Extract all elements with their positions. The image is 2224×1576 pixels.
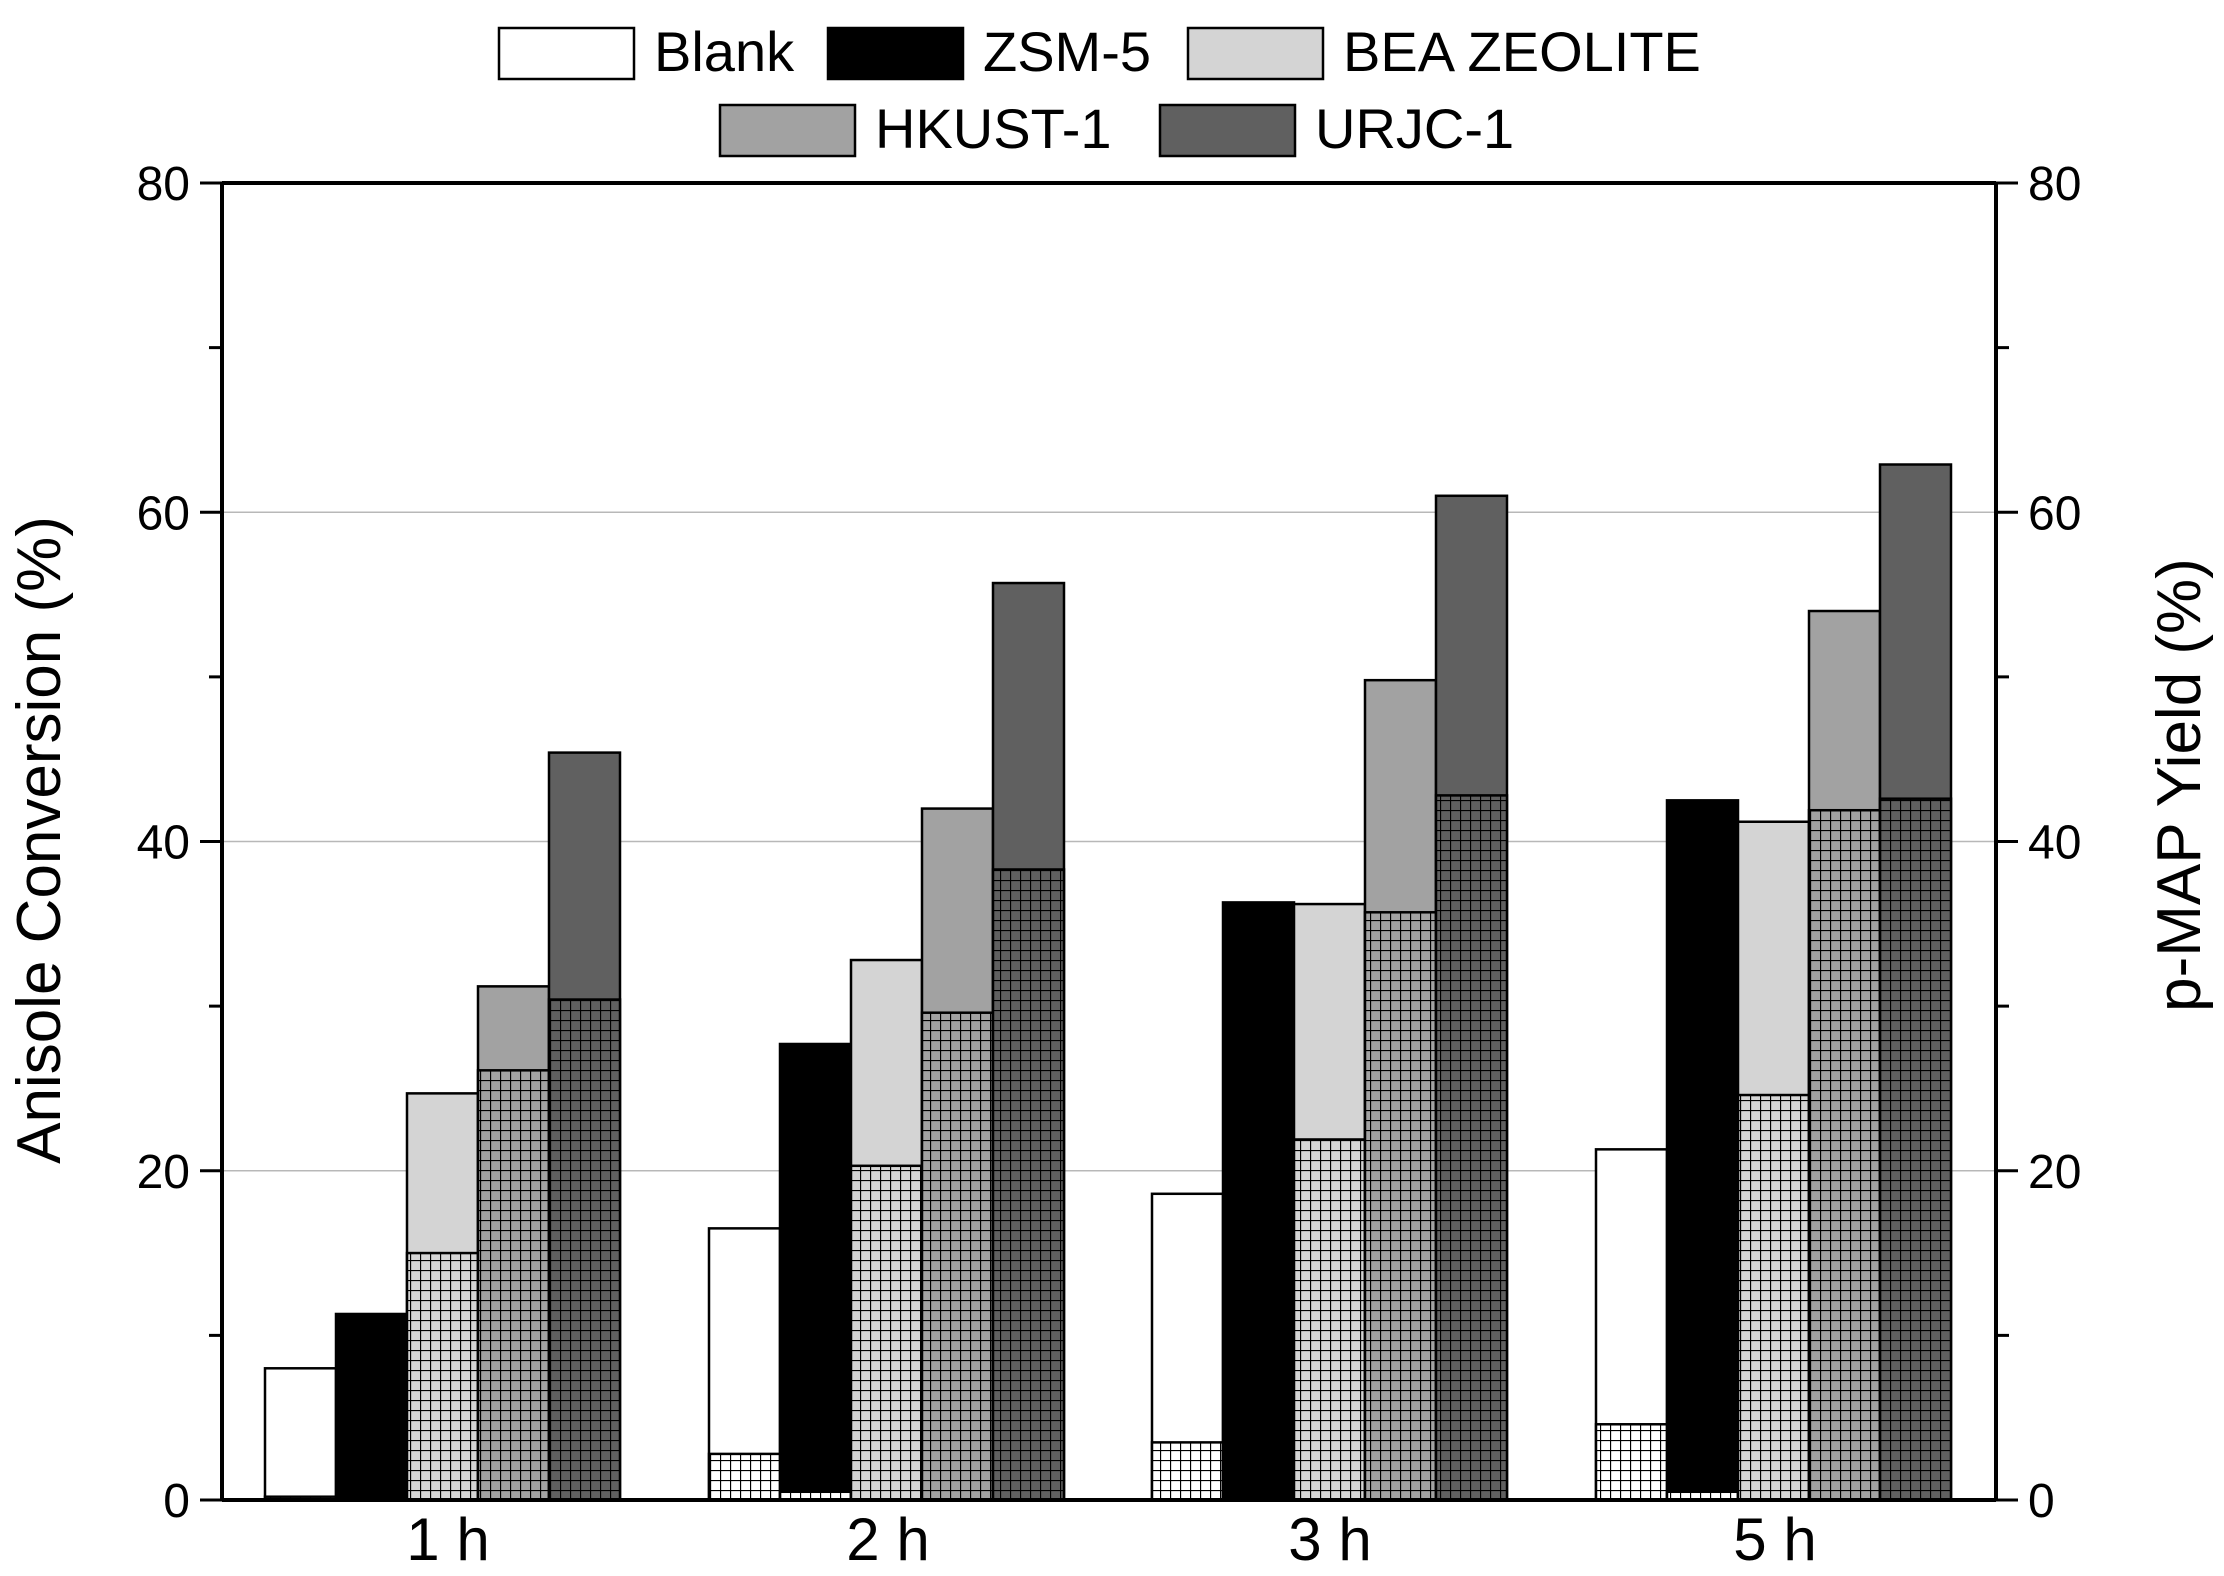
x-tick-label: 3 h: [1288, 1506, 1371, 1573]
y-axis-label: Anisole Conversion (%): [5, 516, 74, 1164]
y2-tick-label: 60: [2028, 487, 2081, 540]
x-tick-label: 5 h: [1733, 1506, 1816, 1573]
bar-conversion-zsm-5-5h: [1665, 799, 1740, 1502]
legend-swatch-blank: [497, 26, 636, 81]
legend-label-hkust-1: HKUST-1: [875, 97, 1112, 160]
bar-yield-blank-5h: [1594, 1423, 1669, 1502]
legend: Blank ZSM-5 BEA ZEOLITE HKUST-1 URJC-1: [497, 20, 1701, 160]
legend-swatch-bea-zeolite: [1186, 26, 1325, 81]
legend-label-blank: Blank: [654, 20, 795, 83]
x-tick-label: 2 h: [846, 1506, 929, 1573]
bars: [263, 463, 1953, 1502]
legend-swatch-zsm-5: [826, 26, 965, 81]
bar-yield-blank-2h: [707, 1452, 782, 1502]
y2-axis-label: p-MAP Yield (%): [2145, 558, 2214, 1012]
legend-swatch-urjc-1: [1158, 103, 1297, 158]
x-tick-label: 1 h: [406, 1506, 489, 1573]
bar-yield-hkust-1-3h: [1363, 911, 1438, 1502]
y-tick-label: 20: [137, 1146, 190, 1199]
bar-conversion-zsm-5-3h: [1221, 901, 1296, 1502]
bar-conversion-zsm-5-1h: [334, 1312, 409, 1502]
bar-yield-blank-3h: [1150, 1441, 1225, 1502]
y2-tick-label: 0: [2028, 1475, 2055, 1528]
bar-yield-urjc-1-5h: [1878, 797, 1953, 1502]
bar-yield-bea-zeolite-1h: [405, 1251, 480, 1502]
y2-tick-label: 20: [2028, 1146, 2081, 1199]
legend-label-bea-zeolite: BEA ZEOLITE: [1343, 20, 1701, 83]
bar-yield-urjc-1-3h: [1434, 794, 1509, 1502]
bar-yield-hkust-1-5h: [1807, 808, 1882, 1502]
bar-yield-hkust-1-2h: [920, 1011, 995, 1502]
bar-yield-bea-zeolite-2h: [849, 1164, 924, 1502]
y2-tick-label: 40: [2028, 817, 2081, 870]
bar-yield-bea-zeolite-5h: [1736, 1093, 1811, 1502]
legend-label-urjc-1: URJC-1: [1315, 97, 1514, 160]
ticks: 0 20 40 60 80 0 20 40 60 80 1 h 2 h 3 h 5 h: [137, 158, 2082, 1573]
bar-conversion-blank-1h: [263, 1367, 338, 1502]
bar-yield-urjc-1-2h: [991, 868, 1066, 1502]
y-tick-label: 60: [137, 487, 190, 540]
y-tick-label: 40: [137, 817, 190, 870]
bar-conversion-zsm-5-2h: [778, 1042, 853, 1502]
bar-yield-bea-zeolite-3h: [1292, 1138, 1367, 1502]
bar-yield-urjc-1-1h: [547, 998, 622, 1502]
legend-swatch-hkust-1: [718, 103, 857, 158]
y-tick-label: 80: [137, 158, 190, 211]
legend-label-zsm-5: ZSM-5: [983, 20, 1151, 83]
y-tick-label: 0: [163, 1475, 190, 1528]
bar-yield-hkust-1-1h: [476, 1069, 551, 1502]
y2-tick-label: 80: [2028, 158, 2081, 211]
